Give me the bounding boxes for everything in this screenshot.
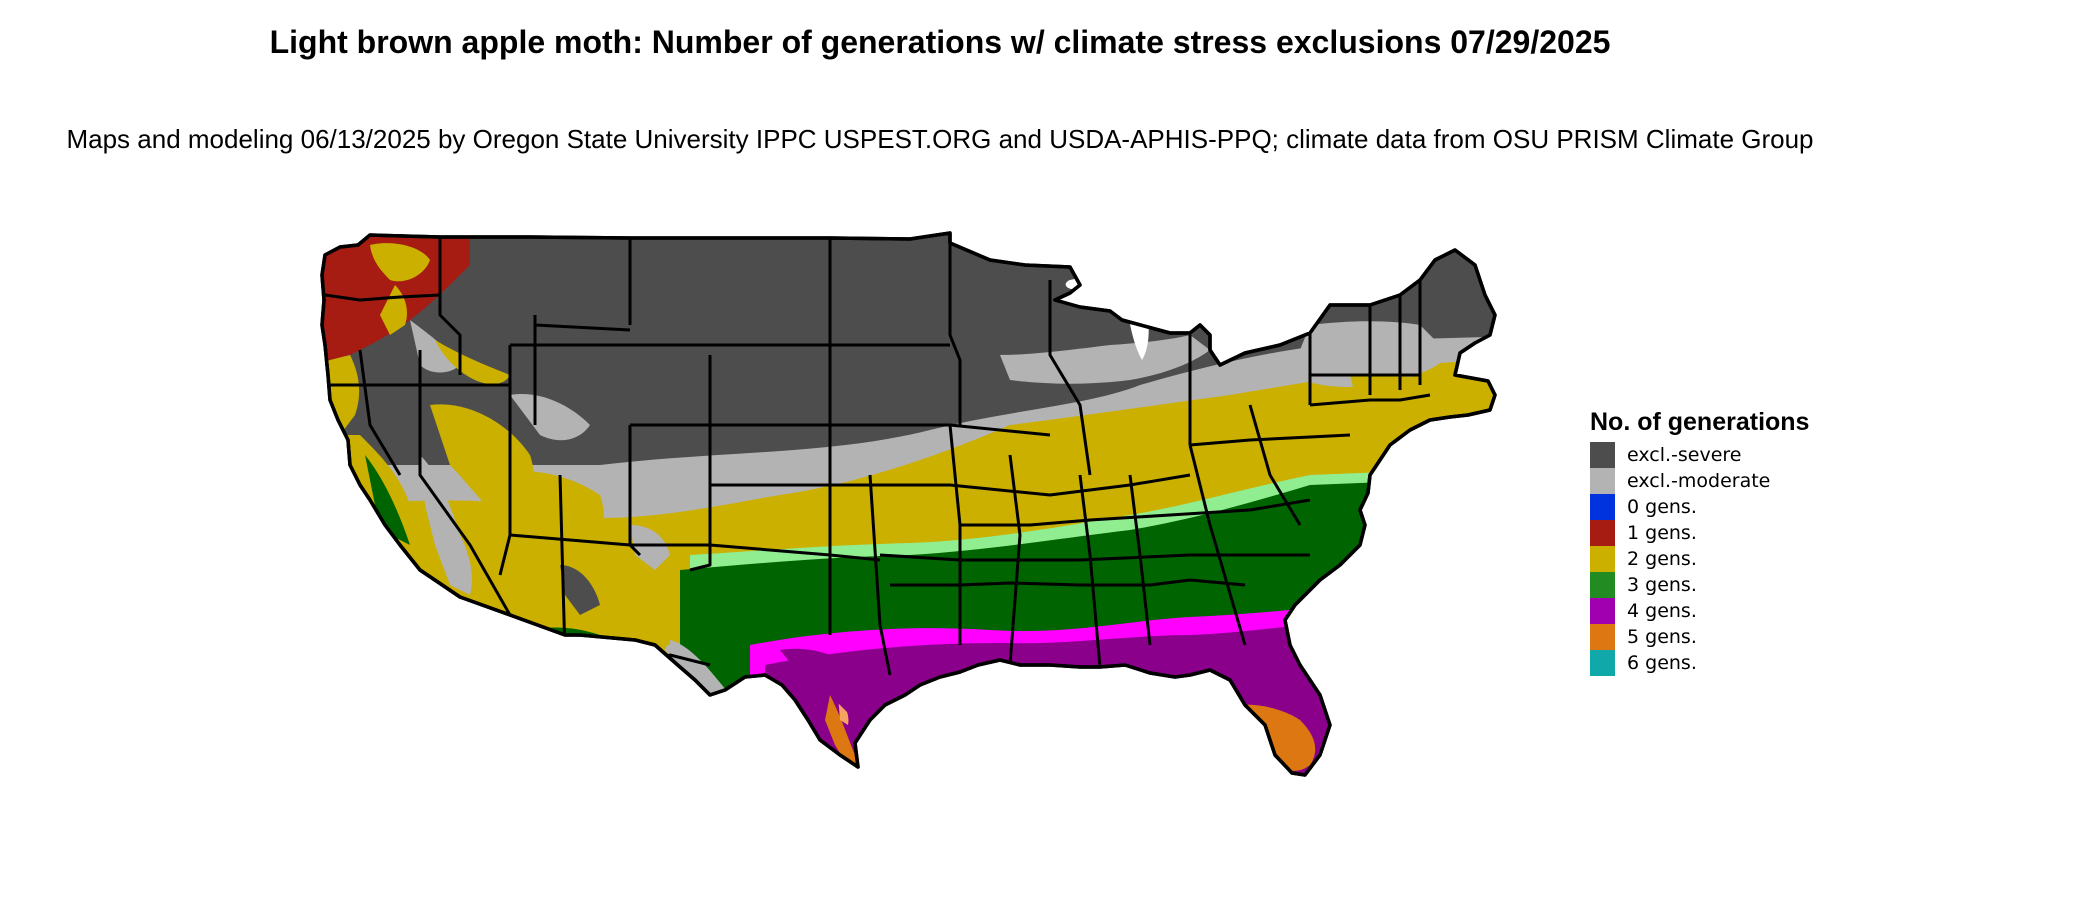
legend-swatch: [1590, 598, 1615, 624]
legend-label: excl.-moderate: [1627, 470, 1771, 492]
legend-item: 3 gens.: [1590, 572, 1830, 598]
legend: No. of generations excl.-severe excl.-mod…: [1590, 408, 1830, 676]
legend-label: 1 gens.: [1627, 522, 1697, 544]
legend-item: 0 gens.: [1590, 494, 1830, 520]
legend-label: 5 gens.: [1627, 626, 1697, 648]
map-title: Light brown apple moth: Number of genera…: [269, 24, 1611, 60]
legend-label: excl.-severe: [1627, 444, 1742, 466]
legend-item: 1 gens.: [1590, 520, 1830, 546]
legend-item: 6 gens.: [1590, 650, 1830, 676]
legend-swatch: [1590, 572, 1615, 598]
legend-label: 3 gens.: [1627, 574, 1697, 596]
legend-label: 6 gens.: [1627, 652, 1697, 674]
legend-swatch: [1590, 494, 1615, 520]
legend-item: 5 gens.: [1590, 624, 1830, 650]
legend-item: excl.-moderate: [1590, 468, 1830, 494]
legend-label: 4 gens.: [1627, 600, 1697, 622]
legend-title: No. of generations: [1590, 408, 1810, 436]
legend-swatch: [1590, 520, 1615, 546]
legend-swatch: [1590, 468, 1615, 494]
legend-swatch: [1590, 442, 1615, 468]
legend-label: 0 gens.: [1627, 496, 1697, 518]
map-subtitle: Maps and modeling 06/13/2025 by Oregon S…: [66, 124, 1814, 154]
legend-swatch: [1590, 624, 1615, 650]
legend-item: excl.-severe: [1590, 442, 1830, 468]
legend-items: excl.-severe excl.-moderate 0 gens. 1 gens.…: [1590, 442, 1830, 676]
us-generations-map: [320, 231, 1497, 777]
legend-item: 2 gens.: [1590, 546, 1830, 572]
legend-swatch: [1590, 650, 1615, 676]
legend-swatch: [1590, 546, 1615, 572]
legend-label: 2 gens.: [1627, 548, 1697, 570]
legend-item: 4 gens.: [1590, 598, 1830, 624]
